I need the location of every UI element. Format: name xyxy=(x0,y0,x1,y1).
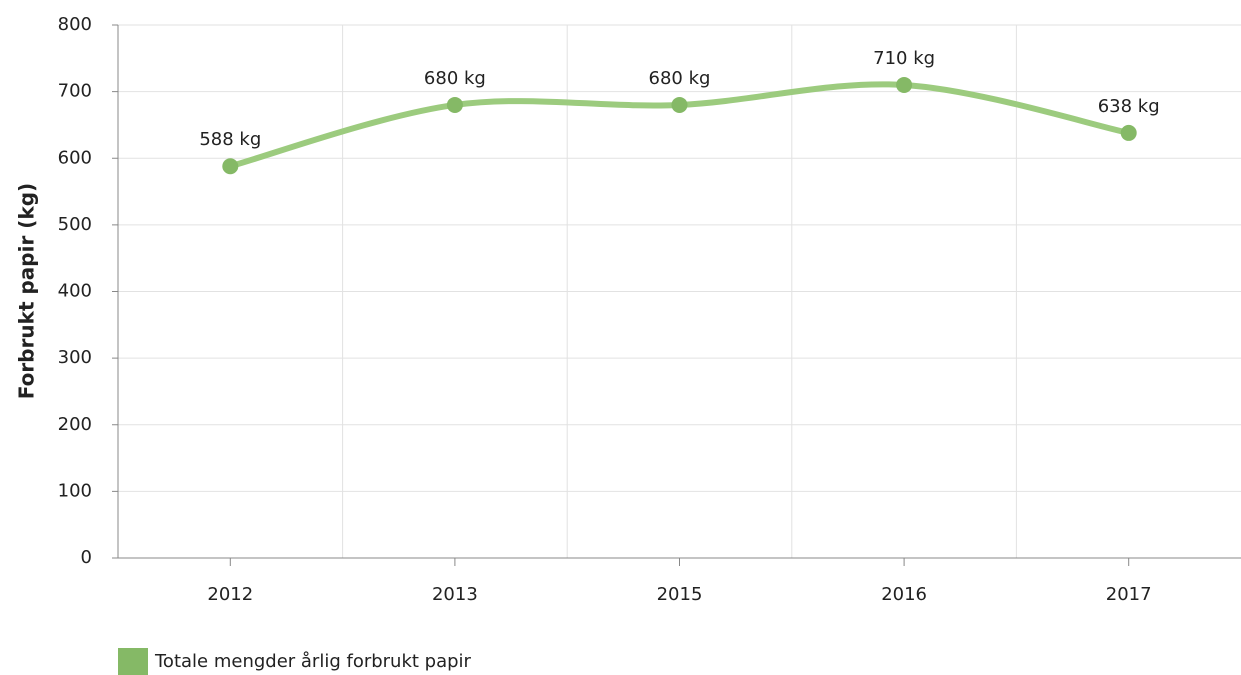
data-label: 710 kg xyxy=(873,48,935,69)
point xyxy=(896,76,913,93)
y-tick-label: 700 xyxy=(58,81,92,102)
y-tick-label: 300 xyxy=(58,347,92,368)
y-tick-label: 200 xyxy=(58,414,92,435)
y-tick-label: 0 xyxy=(81,547,92,568)
x-tick-label: 2015 xyxy=(657,584,703,605)
data-label: 638 kg xyxy=(1098,96,1160,117)
y-tick-label: 600 xyxy=(58,147,92,168)
line xyxy=(227,81,1132,170)
data-label: 680 kg xyxy=(424,68,486,89)
x-tick-label: 2013 xyxy=(432,584,478,605)
x-tick-label: 2017 xyxy=(1106,584,1152,605)
y-tick-label: 800 xyxy=(58,14,92,35)
legend-swatch xyxy=(118,648,148,675)
y-tick-label: 500 xyxy=(58,214,92,235)
data-label: 680 kg xyxy=(649,68,711,89)
y-tick-label: 400 xyxy=(58,281,92,302)
point xyxy=(222,158,239,175)
legend-label: Totale mengder årlig forbrukt papir xyxy=(154,651,472,672)
data-label: 588 kg xyxy=(199,129,261,150)
y-tick-label: 100 xyxy=(58,480,92,501)
y-axis-label: Forbrukt papir (kg) xyxy=(15,183,39,399)
point xyxy=(1120,124,1137,141)
x-tick-label: 2012 xyxy=(207,584,253,605)
point xyxy=(671,96,688,113)
point xyxy=(446,96,463,113)
x-tick-label: 2016 xyxy=(881,584,927,605)
